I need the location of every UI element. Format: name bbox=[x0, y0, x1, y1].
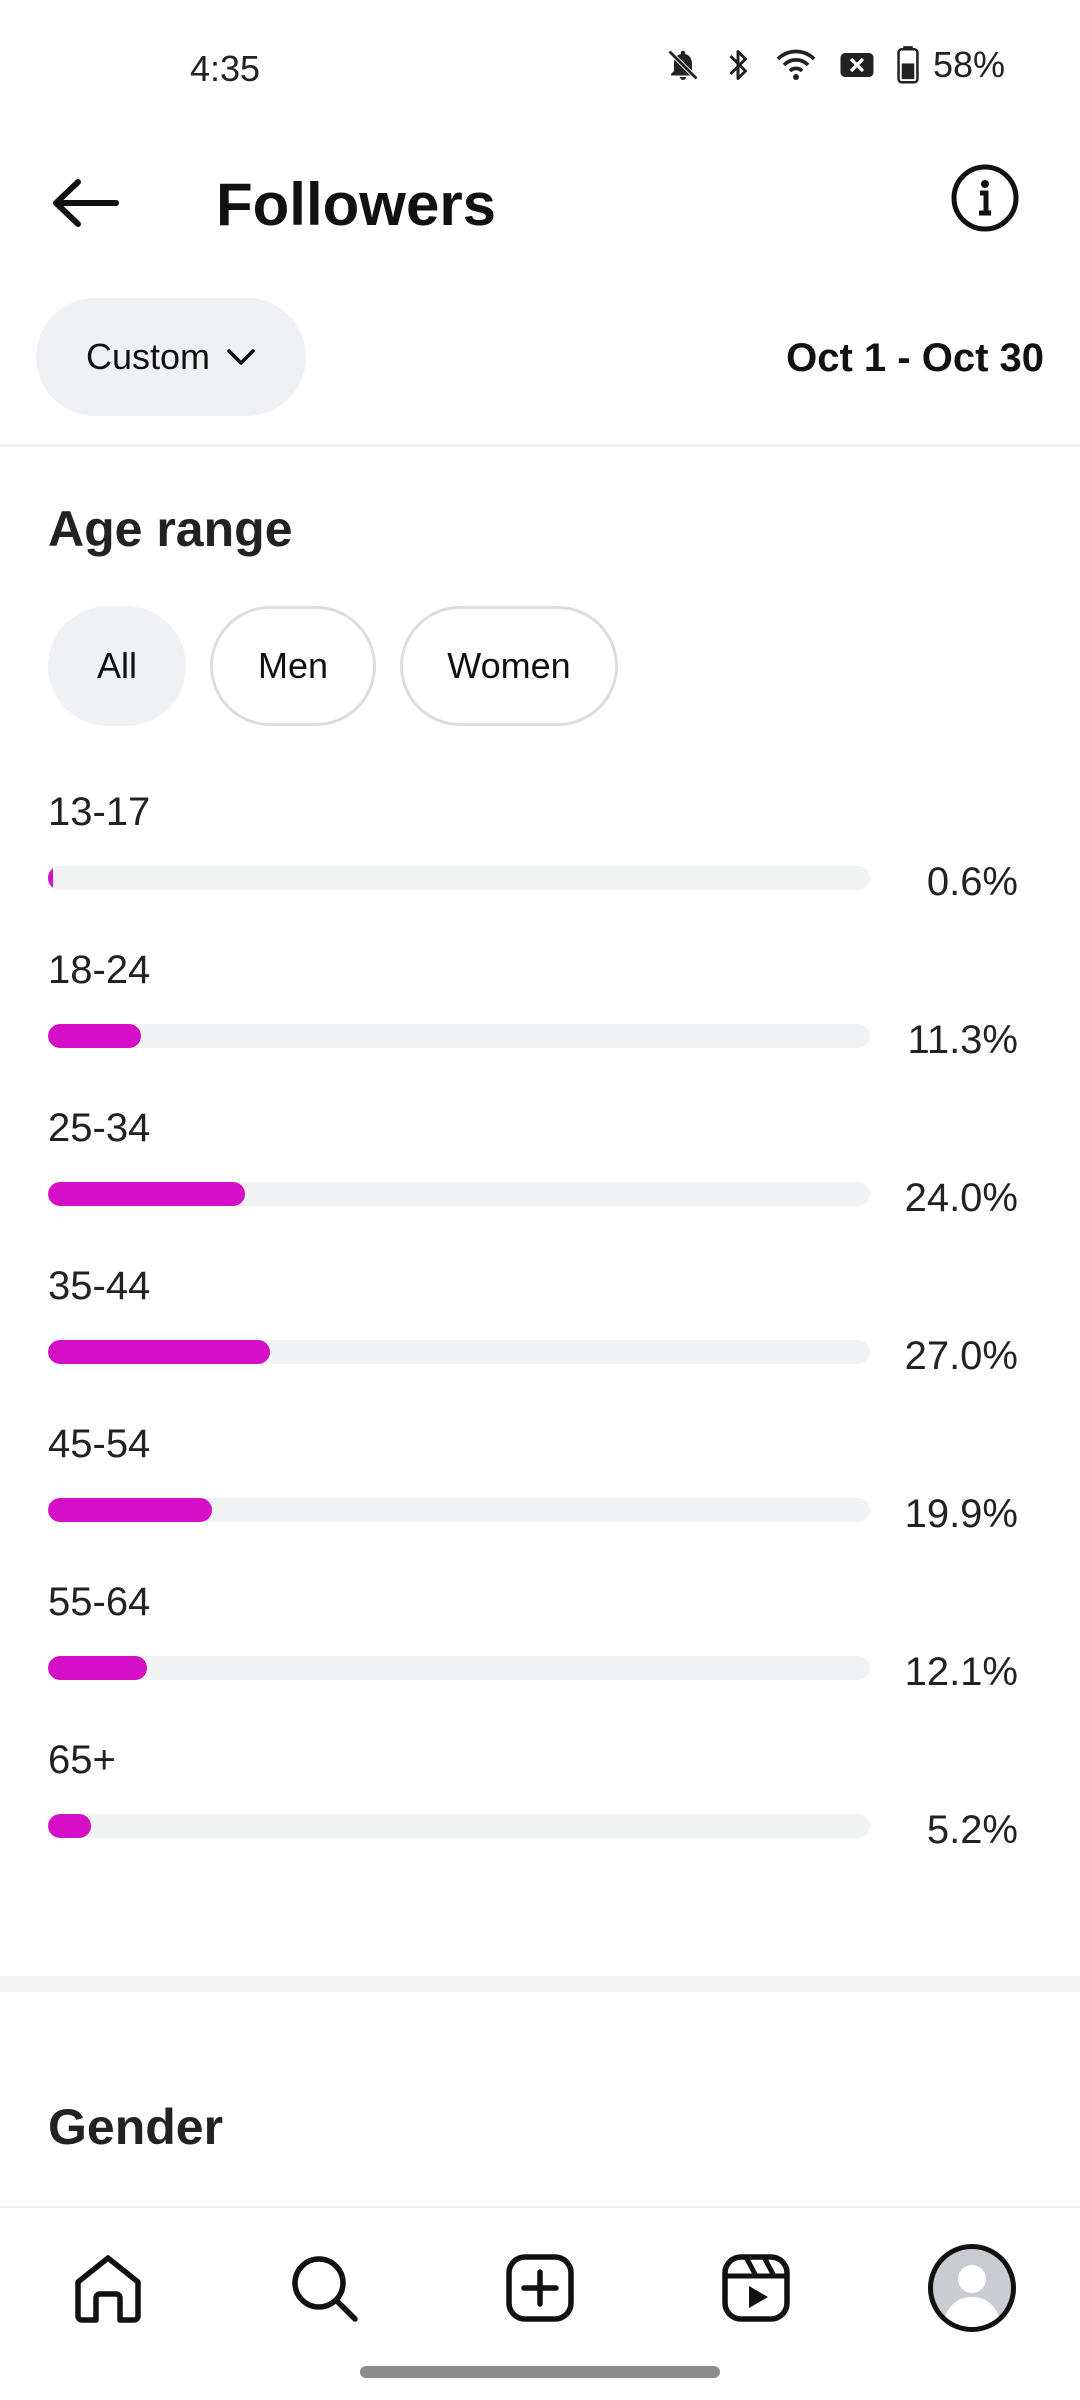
bar-fill bbox=[48, 1024, 141, 1048]
age-row: 35-44 27.0% bbox=[48, 1264, 1038, 1422]
wifi-icon bbox=[775, 47, 817, 83]
nav-profile[interactable] bbox=[922, 2238, 1022, 2338]
info-button[interactable] bbox=[940, 153, 1030, 243]
bell-off-icon bbox=[665, 47, 701, 83]
person-icon bbox=[943, 2265, 1001, 2327]
page-header: Followers bbox=[0, 140, 1080, 280]
bar-track bbox=[48, 1498, 870, 1522]
age-row: 18-24 11.3% bbox=[48, 948, 1038, 1106]
age-label: 55-64 bbox=[48, 1580, 151, 1624]
bar-fill bbox=[48, 1182, 246, 1206]
bar-track bbox=[48, 1024, 870, 1048]
age-percent: 12.1% bbox=[904, 1650, 1018, 1694]
bar-fill bbox=[48, 1814, 91, 1838]
divider bbox=[0, 444, 1080, 447]
age-percent: 27.0% bbox=[904, 1334, 1018, 1378]
age-row: 55-64 12.1% bbox=[48, 1580, 1038, 1738]
age-label: 25-34 bbox=[48, 1106, 151, 1150]
status-bar: 4:35 58% bbox=[0, 0, 1080, 140]
create-icon bbox=[506, 2254, 574, 2322]
bar-fill bbox=[48, 1340, 270, 1364]
age-percent: 0.6% bbox=[926, 860, 1018, 904]
tab-men[interactable]: Men bbox=[210, 606, 376, 726]
bar-track bbox=[48, 1814, 870, 1838]
section-divider bbox=[0, 1976, 1080, 1992]
age-row: 13-17 0.6% bbox=[48, 790, 1038, 948]
age-label: 18-24 bbox=[48, 948, 151, 992]
nav-create[interactable] bbox=[490, 2238, 590, 2338]
age-row: 65+ 5.2% bbox=[48, 1738, 1038, 1896]
age-percent: 5.2% bbox=[926, 1808, 1018, 1852]
back-button[interactable] bbox=[40, 158, 130, 248]
age-range-title: Age range bbox=[48, 501, 293, 557]
period-label: Custom bbox=[85, 336, 211, 377]
no-sim-icon bbox=[839, 50, 875, 80]
bar-fill bbox=[48, 866, 53, 890]
status-icons: 58% bbox=[665, 44, 1005, 86]
battery-percent: 58% bbox=[932, 44, 1005, 85]
age-label: 45-54 bbox=[48, 1422, 151, 1466]
age-percent: 11.3% bbox=[907, 1018, 1018, 1062]
profile-avatar bbox=[928, 2244, 1016, 2332]
arrow-left-icon bbox=[53, 179, 119, 227]
home-indicator bbox=[360, 2366, 720, 2378]
bar-track bbox=[48, 866, 870, 890]
tab-women[interactable]: Women bbox=[400, 606, 618, 726]
filter-row: Custom Oct 1 - Oct 30 bbox=[0, 298, 1080, 418]
age-filter-tabs: All Men Women bbox=[48, 606, 618, 726]
page-title: Followers bbox=[216, 171, 497, 238]
age-row: 25-34 24.0% bbox=[48, 1106, 1038, 1264]
nav-reels[interactable] bbox=[706, 2238, 806, 2338]
reels-icon bbox=[722, 2254, 790, 2322]
tab-all[interactable]: All bbox=[48, 606, 186, 726]
age-label: 35-44 bbox=[48, 1264, 151, 1308]
search-icon bbox=[292, 2256, 358, 2322]
bar-fill bbox=[48, 1498, 212, 1522]
date-range: Oct 1 - Oct 30 bbox=[786, 336, 1044, 380]
gender-title: Gender bbox=[48, 2099, 224, 2155]
bluetooth-icon bbox=[723, 47, 753, 83]
age-label: 65+ bbox=[48, 1738, 116, 1782]
info-icon bbox=[951, 164, 1019, 232]
status-time: 4:35 bbox=[190, 48, 261, 89]
age-range-bars: 13-17 0.6% 18-24 11.3% 25-34 24.0% 35-44… bbox=[48, 790, 1038, 1896]
nav-home[interactable] bbox=[58, 2238, 158, 2338]
age-percent: 19.9% bbox=[904, 1492, 1018, 1536]
age-row: 45-54 19.9% bbox=[48, 1422, 1038, 1580]
bar-track bbox=[48, 1656, 870, 1680]
nav-search[interactable] bbox=[274, 2238, 374, 2338]
age-label: 13-17 bbox=[48, 790, 151, 834]
bottom-nav bbox=[0, 2206, 1080, 2356]
home-icon bbox=[75, 2255, 141, 2323]
bar-track bbox=[48, 1340, 870, 1364]
period-dropdown[interactable]: Custom bbox=[36, 298, 306, 416]
battery-icon bbox=[897, 46, 919, 84]
bar-fill bbox=[48, 1656, 148, 1680]
age-percent: 24.0% bbox=[904, 1176, 1018, 1220]
bar-track bbox=[48, 1182, 870, 1206]
chevron-down-icon bbox=[227, 349, 255, 365]
